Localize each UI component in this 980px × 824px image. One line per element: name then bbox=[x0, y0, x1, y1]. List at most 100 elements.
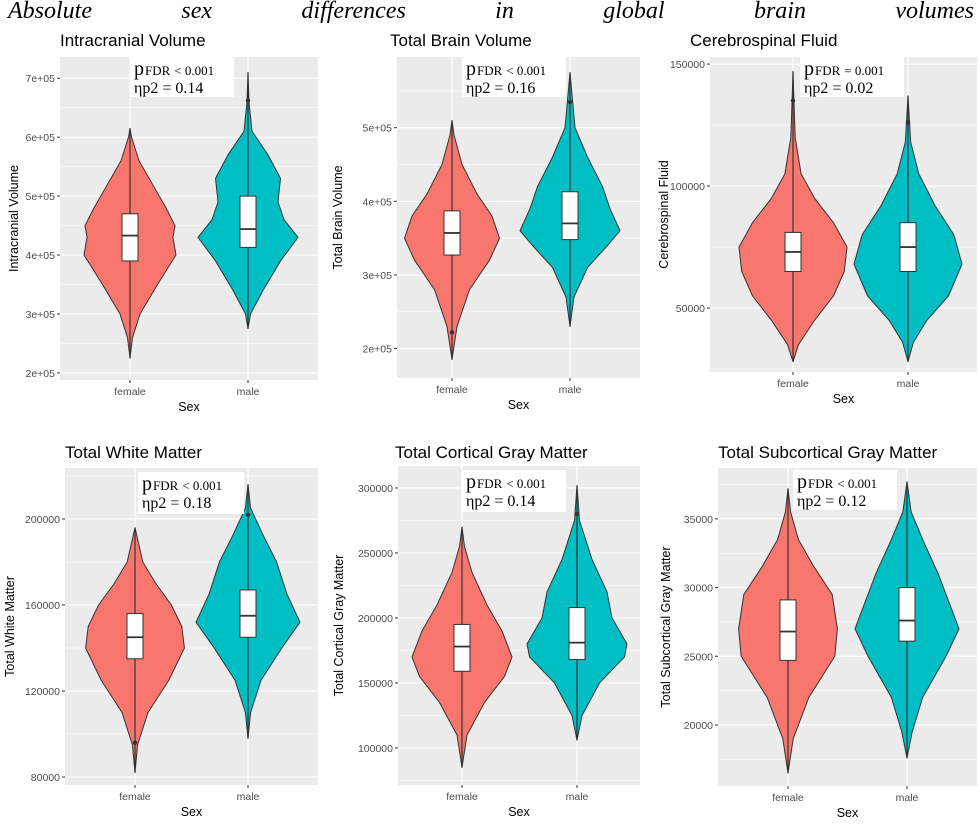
x-axis-label: Sex bbox=[508, 805, 530, 819]
y-tick-label: 200000 bbox=[25, 514, 60, 526]
y-tick-label: 4e+05 bbox=[26, 250, 56, 262]
y-axis-label: Intracranial Volume bbox=[7, 165, 21, 272]
y-tick-label: 160000 bbox=[25, 600, 60, 612]
annotation-box bbox=[462, 470, 566, 512]
outlier-point bbox=[790, 98, 796, 103]
p-subscript: FDR bbox=[808, 476, 834, 491]
x-tick-label: female bbox=[436, 384, 468, 396]
y-axis-label: Total Subcortical Gray Matter bbox=[659, 546, 673, 707]
x-tick-label: male bbox=[237, 791, 260, 803]
p-subscript: FDR bbox=[477, 476, 503, 491]
y-tick-label: 3e+05 bbox=[363, 270, 393, 282]
eta-squared-text: ηp2 = 0.14 bbox=[134, 80, 203, 97]
outlier-point bbox=[245, 512, 251, 517]
y-tick-label: 100000 bbox=[358, 743, 393, 755]
x-axis-label: Sex bbox=[181, 805, 203, 819]
outlier-point bbox=[574, 511, 580, 517]
p-value-text: pFDR = 0.001 bbox=[804, 58, 884, 80]
p-relation: < 0.001 bbox=[174, 63, 214, 78]
p-relation: = 0.001 bbox=[844, 63, 884, 78]
panel-title: Total Brain Volume bbox=[390, 31, 532, 50]
p-symbol: p bbox=[797, 471, 807, 493]
panel-title: Total Cortical Gray Matter bbox=[395, 443, 588, 462]
y-tick-label: 150000 bbox=[670, 59, 705, 71]
eta-squared-text: ηp2 = 0.12 bbox=[797, 493, 866, 510]
x-axis-label: Sex bbox=[508, 398, 530, 412]
y-axis-label: Total Cortical Gray Matter bbox=[332, 555, 346, 697]
panel-5: 100000 150000 200000 250000 300000 female male… bbox=[332, 443, 640, 819]
x-tick-label: female bbox=[777, 378, 809, 390]
outlier-point bbox=[132, 740, 138, 745]
y-tick-label: 120000 bbox=[25, 686, 60, 698]
p-relation: < 0.001 bbox=[182, 478, 222, 493]
y-tick-label: 300000 bbox=[358, 483, 393, 495]
y-tick-label: 4e+05 bbox=[363, 196, 393, 208]
p-value-text: pFDR < 0.001 bbox=[466, 471, 546, 493]
box-male bbox=[568, 607, 586, 661]
y-tick-label: 7e+05 bbox=[26, 73, 56, 85]
panel-title: Total White Matter bbox=[65, 443, 202, 462]
p-symbol: p bbox=[804, 58, 814, 80]
panel-1: 2e+05 3e+05 4e+05 5e+05 6e+05 7e+05 female male… bbox=[7, 31, 318, 414]
p-value-text: pFDR < 0.001 bbox=[466, 58, 546, 80]
box-female bbox=[126, 613, 144, 660]
p-relation: < 0.001 bbox=[506, 476, 546, 491]
x-tick-label: female bbox=[772, 792, 804, 804]
eta-squared-text: ηp2 = 0.16 bbox=[466, 80, 535, 97]
x-tick-label: male bbox=[897, 378, 920, 390]
panel-2: 2e+05 3e+05 4e+05 5e+05 female male Total Brai… bbox=[331, 31, 640, 412]
x-axis-label: Sex bbox=[837, 806, 859, 820]
panel-6: 20000 25000 30000 35000 female male Total Subc… bbox=[659, 443, 977, 820]
y-axis-label: Cerebrospinal Fluid bbox=[657, 160, 671, 268]
p-value-text: pFDR < 0.001 bbox=[134, 58, 214, 80]
figure-title: Absolute sex differences in global brain… bbox=[8, 0, 974, 24]
box-male bbox=[561, 191, 579, 241]
box-female bbox=[453, 623, 471, 672]
annotation-box bbox=[462, 57, 566, 97]
y-tick-label: 30000 bbox=[684, 583, 713, 595]
p-symbol: p bbox=[466, 58, 476, 80]
annotation-box bbox=[130, 57, 234, 97]
x-tick-label: male bbox=[237, 386, 260, 398]
eta-squared-text: ηp2 = 0.14 bbox=[466, 493, 535, 510]
annotation-box bbox=[793, 470, 897, 510]
y-tick-label: 150000 bbox=[358, 678, 393, 690]
box-female bbox=[779, 599, 797, 661]
outlier-point bbox=[905, 120, 911, 125]
p-relation: < 0.001 bbox=[506, 63, 546, 78]
p-value-text: pFDR < 0.001 bbox=[142, 473, 222, 495]
box-male bbox=[898, 587, 916, 642]
outlier-point bbox=[245, 98, 251, 103]
panel-4: 80000 120000 160000 200000 female male Total W… bbox=[3, 443, 318, 819]
y-tick-label: 50000 bbox=[676, 303, 705, 315]
outlier-point bbox=[449, 330, 455, 335]
p-symbol: p bbox=[134, 58, 144, 80]
annotation-box bbox=[800, 57, 904, 97]
eta-squared-text: ηp2 = 0.18 bbox=[142, 495, 211, 512]
x-tick-label: male bbox=[896, 792, 919, 804]
panel-title: Total Subcortical Gray Matter bbox=[718, 443, 938, 462]
p-symbol: p bbox=[466, 471, 476, 493]
y-tick-label: 35000 bbox=[684, 514, 713, 526]
x-axis-label: Sex bbox=[178, 400, 200, 414]
x-tick-label: female bbox=[446, 791, 478, 803]
y-tick-label: 80000 bbox=[31, 772, 60, 784]
y-tick-label: 25000 bbox=[684, 651, 713, 663]
y-tick-label: 6e+05 bbox=[26, 132, 56, 144]
p-subscript: FDR bbox=[153, 478, 179, 493]
y-tick-label: 2e+05 bbox=[26, 368, 56, 380]
y-tick-label: 100000 bbox=[670, 181, 705, 193]
y-axis-label: Total White Matter bbox=[3, 576, 17, 677]
panel-title: Cerebrospinal Fluid bbox=[690, 31, 837, 50]
annotation-box bbox=[138, 472, 244, 514]
box-female bbox=[121, 213, 139, 262]
y-tick-label: 5e+05 bbox=[26, 191, 56, 203]
eta-squared-text: ηp2 = 0.02 bbox=[804, 80, 873, 97]
